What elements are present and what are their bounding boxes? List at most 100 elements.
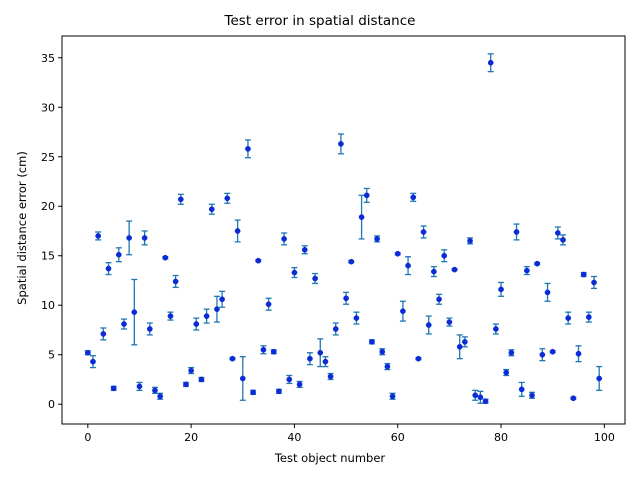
data-point	[286, 376, 293, 383]
x-tick-label: 40	[287, 431, 301, 444]
data-point	[462, 338, 468, 345]
data-point	[100, 331, 107, 337]
data-point	[208, 206, 215, 213]
data-point	[265, 301, 272, 308]
data-point	[410, 194, 417, 201]
data-point	[214, 306, 220, 313]
data-point	[224, 195, 231, 202]
chart-title: Test error in spatial distance	[224, 13, 416, 29]
data-point	[472, 392, 479, 399]
data-point	[493, 326, 499, 332]
data-point	[332, 326, 339, 332]
x-axis-label: Test object number	[274, 451, 386, 465]
x-tick-label: 100	[594, 431, 615, 444]
data-point	[405, 262, 411, 269]
data-point	[503, 369, 510, 376]
data-point	[456, 343, 463, 350]
data-point	[441, 252, 448, 259]
data-point	[291, 269, 298, 276]
data-point	[596, 375, 603, 382]
data-point	[105, 265, 112, 272]
data-point	[250, 389, 256, 396]
data-point	[363, 192, 370, 199]
data-point	[234, 228, 241, 234]
data-point	[152, 387, 158, 394]
x-axis-ticks: 0 20 40 60 80 100	[84, 424, 615, 444]
y-tick-label: 25	[41, 151, 55, 164]
data-point	[157, 393, 163, 400]
data-point	[451, 266, 458, 273]
data-point	[193, 321, 200, 327]
y-axis-label: Spatial distance error (cm)	[15, 151, 29, 305]
data-point	[570, 395, 577, 402]
data-point	[276, 388, 282, 395]
x-tick-label: 20	[184, 431, 198, 444]
data-point	[270, 348, 277, 355]
data-point	[301, 246, 308, 253]
data-point	[281, 236, 287, 242]
data-point	[172, 278, 179, 285]
data-point	[420, 229, 427, 235]
data-point	[394, 250, 401, 257]
data-point	[534, 260, 541, 267]
data-point	[146, 326, 153, 332]
data-point	[560, 237, 566, 243]
data-point	[549, 348, 556, 355]
axes-frame	[61, 35, 626, 425]
data-point	[296, 381, 303, 388]
data-point	[260, 346, 267, 353]
data-point	[539, 351, 546, 358]
data-point	[312, 275, 318, 282]
data-point	[84, 349, 91, 356]
data-point	[95, 233, 102, 239]
data-point	[348, 258, 355, 265]
data-point	[245, 145, 251, 152]
y-tick-label: 35	[41, 52, 55, 65]
data-point	[467, 238, 473, 244]
y-tick-label: 0	[48, 398, 55, 411]
data-point	[90, 358, 96, 365]
data-point	[126, 235, 132, 241]
data-point	[544, 289, 551, 296]
x-tick-label: 60	[391, 431, 405, 444]
data-point	[379, 348, 386, 355]
data-point	[508, 349, 515, 356]
data-point	[255, 257, 262, 264]
data-point	[415, 355, 422, 362]
data-point	[136, 383, 143, 390]
y-tick-label: 10	[41, 299, 55, 312]
data-point	[369, 338, 375, 345]
data-point	[327, 373, 334, 380]
data-point	[389, 393, 396, 400]
data-point	[338, 141, 344, 147]
data-point	[121, 321, 127, 327]
y-tick-label: 15	[41, 250, 55, 263]
data-point	[219, 296, 225, 303]
data-point	[131, 309, 138, 316]
y-axis-ticks: 0 5 10 15 20 25 30 35	[41, 52, 62, 411]
data-point	[580, 271, 587, 278]
y-tick-label: 30	[41, 101, 55, 114]
data-point	[353, 315, 360, 321]
data-point	[575, 350, 582, 357]
data-point	[177, 196, 184, 203]
data-point	[498, 286, 504, 293]
data-point	[317, 349, 324, 356]
data-point	[307, 355, 313, 362]
data-point	[167, 313, 174, 319]
y-tick-label: 5	[48, 349, 55, 362]
data-point	[446, 319, 453, 325]
data-point	[436, 296, 442, 303]
data-point	[183, 381, 189, 388]
data-point	[162, 254, 169, 261]
x-tick-label: 80	[494, 431, 508, 444]
data-point	[188, 367, 194, 374]
data-point	[115, 251, 122, 258]
data-point	[487, 59, 494, 66]
data-point	[322, 358, 329, 365]
data-point	[555, 230, 561, 236]
data-point	[513, 229, 520, 235]
data-point	[524, 267, 530, 274]
